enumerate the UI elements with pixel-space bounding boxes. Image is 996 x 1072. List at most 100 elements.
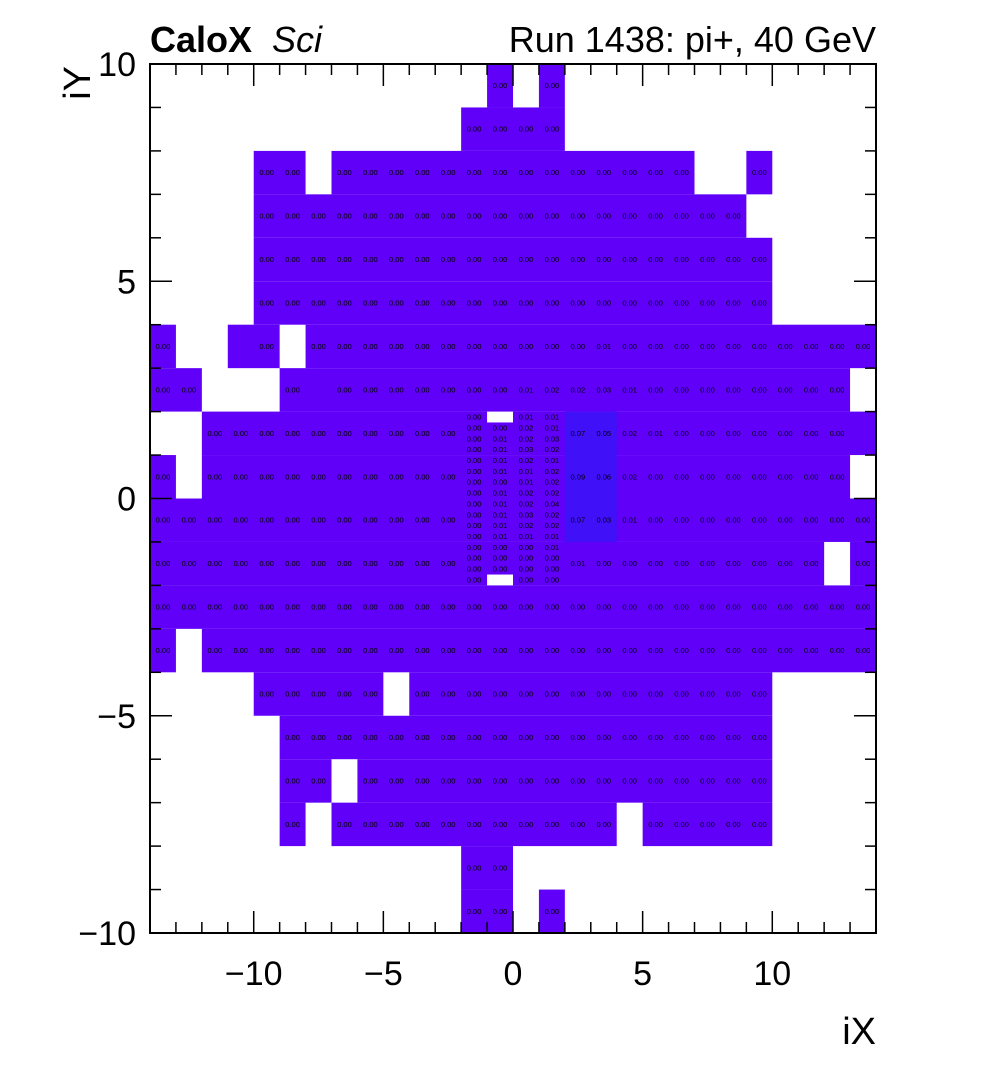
- heatmap-fine-cell-value: 0.01: [493, 532, 508, 541]
- heatmap-fine-cell-value: 0.01: [493, 467, 508, 476]
- heatmap-cell-value: 0.00: [752, 168, 767, 177]
- heatmap-cell-value: 0.00: [285, 472, 300, 481]
- heatmap-cell-value: 0.00: [493, 603, 508, 612]
- heatmap-cell-value: 0.02: [571, 385, 586, 394]
- heatmap-cell-value: 0.00: [674, 559, 689, 568]
- heatmap-block: [538, 64, 565, 108]
- heatmap-cell-value: 0.00: [415, 776, 430, 785]
- heatmap-cell-value: 0.00: [467, 820, 482, 829]
- heatmap-cell-value: 0.00: [830, 385, 845, 394]
- heatmap-cell-value: 0.00: [493, 690, 508, 699]
- heatmap-cell-value: 0.00: [804, 472, 819, 481]
- heatmap-cell-value: 0.00: [467, 907, 482, 916]
- heatmap-cell-value: 0.00: [804, 646, 819, 655]
- heatmap-cell-value: 0.00: [467, 212, 482, 221]
- heatmap-cell-value: 0.00: [622, 168, 637, 177]
- heatmap-cell-value: 0.00: [208, 559, 223, 568]
- heatmap-cell-value: 0.00: [259, 298, 274, 307]
- heatmap-cell-value: 0.00: [415, 385, 430, 394]
- heatmap-cell-value: 0.00: [674, 646, 689, 655]
- heatmap-cell-value: 0.00: [596, 603, 611, 612]
- heatmap-cell-value: 0.00: [622, 298, 637, 307]
- heatmap-cell-value: 0.00: [337, 820, 352, 829]
- heatmap-cell-value: 0.00: [389, 429, 404, 438]
- heatmap-cell-value: 0.00: [519, 603, 534, 612]
- heatmap-cell-value: 0.00: [337, 646, 352, 655]
- heatmap-block: [150, 324, 176, 369]
- heatmap-block: [487, 64, 513, 108]
- heatmap-cell-value: 0.00: [856, 646, 871, 655]
- heatmap-cell-value: 0.00: [415, 212, 430, 221]
- heatmap-fine-cell-value: 0.00: [467, 565, 482, 574]
- heatmap-cell-value: 0.00: [285, 429, 300, 438]
- heatmap-cell-value: 0.00: [415, 342, 430, 351]
- heatmap-cell-labels: 0.00 0.00 0.00 0.00 0.00 0.00 0.00 0.00 0.00 0.00…: [156, 81, 871, 916]
- heatmap-block: [150, 368, 202, 412]
- heatmap-cell-value: 0.00: [311, 429, 326, 438]
- heatmap-cell-value: 0.00: [674, 733, 689, 742]
- x-axis-label: iX: [842, 1011, 876, 1053]
- heatmap-cell-value: 0.05: [596, 429, 611, 438]
- heatmap-fine-cell-value: 0.00: [519, 565, 534, 574]
- heatmap-cell-value: 0.00: [726, 255, 741, 264]
- heatmap-fine-cell-value: 0.00: [467, 434, 482, 443]
- heatmap-cell-value: 0.00: [674, 603, 689, 612]
- heatmap-cell-value: 0.00: [778, 603, 793, 612]
- heatmap-cell-value: 0.00: [571, 603, 586, 612]
- heatmap-cell-value: 0.00: [571, 255, 586, 264]
- heatmap-cell-value: 0.00: [337, 429, 352, 438]
- heatmap-cell-value: 0.00: [389, 342, 404, 351]
- heatmap-cell-value: 0.00: [571, 168, 586, 177]
- heatmap-cell-value: 0.00: [337, 516, 352, 525]
- heatmap-block: [201, 411, 876, 456]
- heatmap-fine-cell-value: 0.01: [493, 510, 508, 519]
- heatmap-cell-value: 0.00: [571, 690, 586, 699]
- heatmap-cell-value: 0.00: [363, 298, 378, 307]
- heatmap-cell-value: 0.00: [545, 820, 560, 829]
- heatmap-cell-value: 0.00: [726, 342, 741, 351]
- heatmap-cell-value: 0.00: [493, 342, 508, 351]
- heatmap-cell-value: 0.00: [182, 559, 197, 568]
- heatmap-fine-cell-value: 0.01: [519, 467, 534, 476]
- heatmap-cell-value: 0.00: [415, 429, 430, 438]
- heatmap-cell-value: 0.00: [441, 516, 456, 525]
- heatmap-cell-value: 0.00: [519, 646, 534, 655]
- heatmap-cell-value: 0.00: [285, 820, 300, 829]
- heatmap-cell-value: 0.00: [571, 342, 586, 351]
- heatmap-cell-value: 0.00: [363, 820, 378, 829]
- heatmap-cell-value: 0.00: [389, 776, 404, 785]
- heatmap-cell-value: 0.01: [622, 516, 637, 525]
- heatmap-cell-value: 0.00: [467, 603, 482, 612]
- heatmap-fine-cell-value: 0.02: [545, 510, 560, 519]
- heatmap-cell-value: 0.00: [700, 820, 715, 829]
- heatmap-cell-value: 0.00: [804, 603, 819, 612]
- y-tick-label: 10: [98, 46, 136, 84]
- heatmap-cell-value: 0.00: [441, 646, 456, 655]
- heatmap-cell-value: 0.00: [259, 603, 274, 612]
- heatmap-block: [357, 759, 773, 803]
- heatmap-cell-value: 0.00: [622, 690, 637, 699]
- heatmap-cell-value: 0.00: [441, 776, 456, 785]
- heatmap-fine-cell-value: 0.03: [545, 434, 560, 443]
- heatmap-cell-value: 0.00: [830, 516, 845, 525]
- brand-bold: CaloX: [150, 19, 252, 60]
- x-tick-label: −5: [364, 955, 403, 993]
- heatmap-cell-value: 0.00: [337, 690, 352, 699]
- heatmap-cell-value: 0.00: [493, 168, 508, 177]
- heatmap-cell-value: 0.00: [726, 472, 741, 481]
- heatmap-fine-cell-value: 0.01: [493, 434, 508, 443]
- heatmap-cell-value: 0.00: [389, 646, 404, 655]
- heatmap-cell-value: 0.00: [233, 472, 248, 481]
- heatmap-cell-value: 0.00: [700, 342, 715, 351]
- heatmap-cell-value: 0.00: [259, 212, 274, 221]
- heatmap-fine-cell-value: 0.00: [467, 554, 482, 563]
- heatmap-cell-value: 0.00: [467, 646, 482, 655]
- heatmap-cell-value: 0.00: [311, 212, 326, 221]
- heatmap-cell-value: 0.00: [363, 212, 378, 221]
- heatmap-cell-value: 0.00: [726, 559, 741, 568]
- heatmap-cell-value: 0.00: [648, 298, 663, 307]
- heatmap-cell-value: 0.00: [596, 820, 611, 829]
- heatmap-cell-value: 0.00: [752, 342, 767, 351]
- x-tick-label: 0: [504, 955, 523, 993]
- heatmap-cell-value: 0.02: [622, 429, 637, 438]
